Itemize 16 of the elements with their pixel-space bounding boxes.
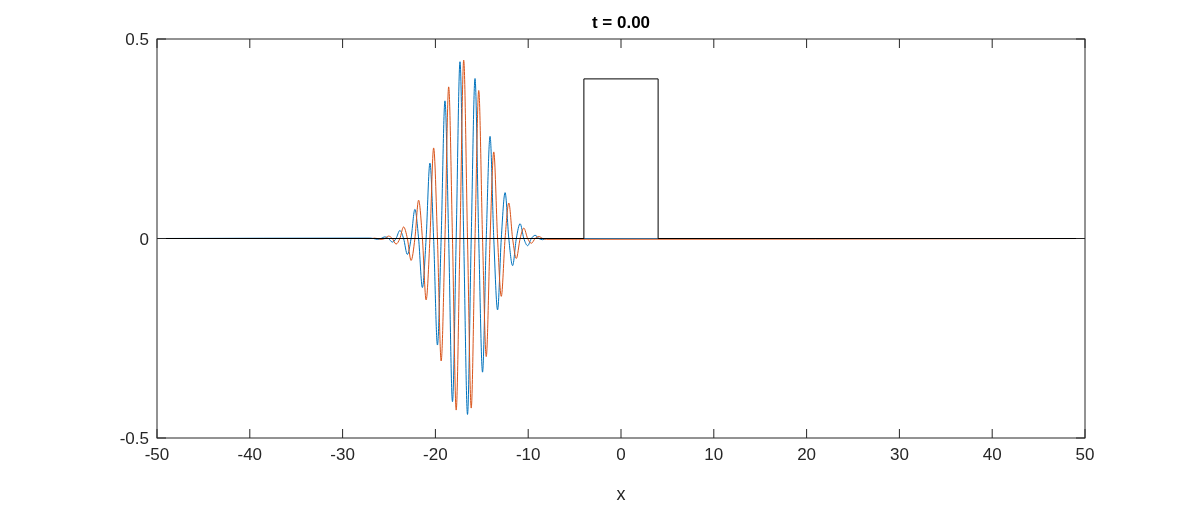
x-tick-label: 20 [797, 445, 817, 464]
y-tick-label: -0.5 [119, 429, 149, 448]
x-tick-label: -10 [515, 445, 541, 464]
x-axis-title: x [616, 484, 626, 504]
x-tick-label: 50 [1075, 445, 1095, 464]
x-tick-label: 0 [616, 445, 626, 464]
x-tick-label: -40 [237, 445, 263, 464]
x-tick-label: -20 [423, 445, 448, 464]
chart-title: t = 0.00 [591, 13, 651, 32]
x-tick-label: -30 [330, 445, 355, 464]
x-tick-label: -50 [144, 445, 170, 464]
x-tick-label: 10 [704, 445, 724, 464]
x-tick-label: 40 [982, 445, 1002, 464]
y-tick-label: 0.5 [125, 30, 149, 49]
x-tick-label: 30 [889, 445, 909, 464]
y-tick-label: 0 [139, 229, 149, 249]
